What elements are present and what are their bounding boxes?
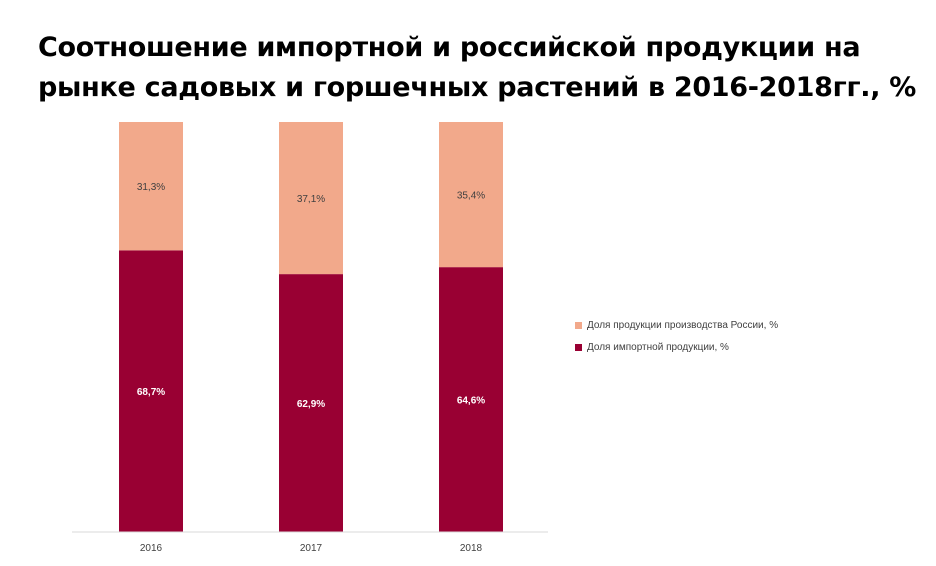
legend-label-russia: Доля продукции производства России, %	[587, 319, 779, 331]
bar-russia-2016	[119, 122, 183, 251]
x-tick-2016: 2016	[140, 543, 163, 554]
legend-item-import: Доля импортной продукции, %	[575, 336, 778, 358]
bars-group: 68,7% 31,3% 62,9% 37,1% 64,6% 35,4%	[119, 122, 503, 532]
data-label-import-2016: 68,7%	[137, 387, 165, 398]
chart-title: Соотношение импортной и российской проду…	[38, 32, 917, 103]
bar-import-2017	[279, 274, 343, 532]
x-tick-2017: 2017	[300, 543, 323, 554]
legend-item-russia: Доля продукции производства России, %	[575, 314, 778, 336]
data-label-russia-2017: 37,1%	[297, 194, 325, 205]
data-label-russia-2018: 35,4%	[457, 191, 485, 202]
bar-import-2018	[439, 267, 503, 532]
legend: Доля продукции производства России, % До…	[575, 314, 778, 358]
data-label-import-2017: 62,9%	[297, 399, 325, 410]
bar-import-2016	[119, 250, 183, 532]
data-label-russia-2016: 31,3%	[137, 182, 165, 193]
x-tick-2018: 2018	[460, 543, 483, 554]
x-tick-labels: 2016 2017 2018	[140, 543, 483, 554]
bar-russia-2018	[439, 122, 503, 268]
data-label-import-2018: 64,6%	[457, 396, 485, 407]
legend-swatch-import	[575, 343, 582, 351]
bar-russia-2017	[279, 122, 343, 275]
legend-swatch-russia	[575, 321, 582, 329]
legend-label-import: Доля импортной продукции, %	[587, 341, 729, 353]
